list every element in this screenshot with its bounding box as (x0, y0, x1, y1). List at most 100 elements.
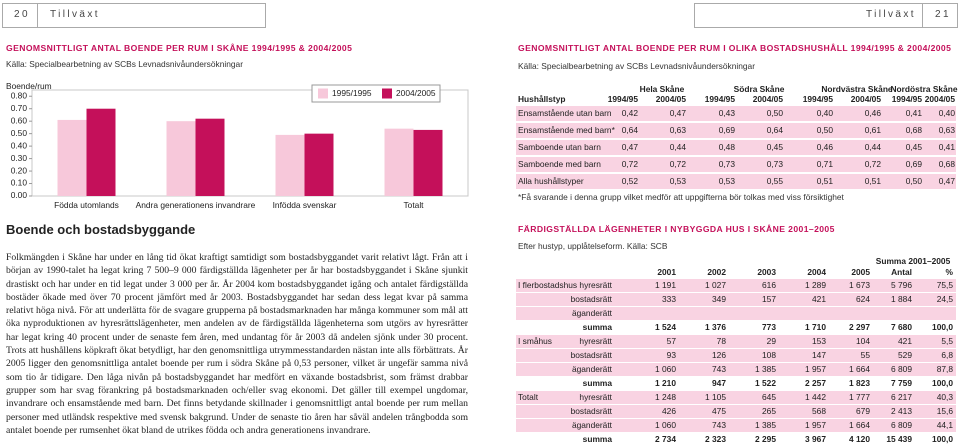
table-cell: 0,41 (905, 108, 922, 118)
table-cell: 0,43 (718, 108, 735, 118)
bar (384, 128, 414, 196)
table-cell: 0,45 (766, 142, 783, 152)
row-group-label: I småhus (518, 336, 552, 346)
table-cell: 0,72 (864, 159, 881, 169)
table-cell: 1 884 (891, 294, 912, 304)
table-row (516, 106, 956, 121)
table-cell: 2 413 (891, 406, 912, 416)
table-cell: 1 664 (849, 420, 870, 430)
row-label: hyresrätt (579, 336, 612, 346)
table-cell: 1 289 (805, 280, 826, 290)
y-tick-label: 0.80 (11, 90, 28, 100)
table-cell: 1 957 (805, 420, 826, 430)
table-cell: 29 (766, 336, 776, 346)
table-cell: 2 257 (805, 378, 826, 388)
table-cell: 0,40 (816, 108, 833, 118)
row-label: summa (582, 378, 612, 388)
table-cell: 947 (712, 378, 726, 388)
row-label: summa (582, 322, 612, 332)
column-group-header: Södra Skåne (733, 84, 785, 94)
y-tick-label: 0.30 (11, 153, 28, 163)
table-cell: 1 710 (805, 322, 826, 332)
y-tick-label: 0.50 (11, 128, 28, 138)
x-tick-label: Födda utomlands (54, 200, 119, 210)
table-cell: 2 295 (755, 434, 776, 444)
table-cell: 1 664 (849, 364, 870, 374)
table-cell: 0,61 (864, 125, 881, 135)
row-header: Hushållstyp (518, 94, 566, 104)
table-cell: 0,50 (766, 108, 783, 118)
table-cell: 1 210 (655, 378, 676, 388)
table-cell: 0,64 (621, 125, 638, 135)
table-cell: 15 439 (886, 434, 912, 444)
chart: Boende/rum 0.00 0.10 0.20 0.30 0.40 0.50 0.60 0… (6, 81, 469, 210)
table-cell: 0,46 (864, 108, 881, 118)
table-cell: 743 (712, 420, 726, 430)
table-cell: 1 376 (705, 322, 726, 332)
y-tick-label: 0.20 (11, 165, 28, 175)
bar (86, 108, 116, 196)
table-cell: 0,47 (938, 176, 955, 186)
table-cell: 44,1 (936, 420, 953, 430)
table-source: Källa: Specialbearbetning av SCBs Levnad… (518, 61, 755, 71)
table-cell: 55 (860, 350, 870, 360)
table-cell: 126 (712, 350, 726, 360)
table-row (516, 140, 956, 155)
bar (304, 133, 334, 196)
table-row (516, 419, 956, 432)
table-cell: 475 (712, 406, 726, 416)
table-row (516, 123, 956, 138)
bar (195, 118, 225, 196)
row-group-label: Totalt (518, 392, 539, 402)
table-cell: 100,0 (932, 434, 953, 444)
table-cell: 645 (762, 392, 776, 402)
table-cell: 0,45 (905, 142, 922, 152)
table-cell: 1 060 (655, 364, 676, 374)
row-label: bostadsrätt (570, 406, 612, 416)
table-cell: 0,50 (816, 125, 833, 135)
table-cell: 1 105 (705, 392, 726, 402)
row-label: bostadsrätt (570, 350, 612, 360)
table-row (516, 363, 956, 376)
table-cell: 568 (812, 406, 826, 416)
column-header: 2004/05 (924, 94, 955, 104)
table-footnote: *Få svarande i denna grupp vilket medför… (518, 192, 844, 202)
column-group-header: Summa 2001–2005 (875, 256, 951, 266)
table-cell: 3 967 (805, 434, 826, 444)
table-cell: 0,52 (621, 176, 638, 186)
table-cell: 0,71 (816, 159, 833, 169)
table-cell: 147 (812, 350, 826, 360)
x-tick-label: Andra generationens invandrare (136, 200, 256, 210)
table-cell: 2 323 (705, 434, 726, 444)
table-cell: 616 (762, 280, 776, 290)
table-cell: 1 957 (805, 364, 826, 374)
column-group-header: Hela Skåne (639, 84, 685, 94)
header-box (2, 3, 266, 28)
column-header: 2004/05 (850, 94, 881, 104)
table-row (516, 279, 956, 292)
legend-label: 1995/1995 (332, 88, 372, 98)
column-header: 2001 (657, 267, 676, 277)
page-number: 21 (935, 9, 951, 20)
column-header: 2004 (807, 267, 826, 277)
article-heading: Boende och bostadsbyggande (6, 222, 196, 237)
table-cell: 6 809 (891, 364, 912, 374)
table-cell: 1 673 (849, 280, 870, 290)
table-cell: 100,0 (932, 322, 953, 332)
article-body: Folkmängden i Skåne har under en lång ti… (6, 252, 468, 436)
y-tick-label: 0.70 (11, 103, 28, 113)
table-cell: 624 (856, 294, 870, 304)
y-tick-label: 0.10 (11, 178, 28, 188)
table-cell: 104 (856, 336, 870, 346)
table-cell: 0,40 (938, 108, 955, 118)
table-cell: 57 (666, 336, 676, 346)
table-cell: 333 (662, 294, 676, 304)
column-header: 2002 (707, 267, 726, 277)
row-label: Samboende utan barn (518, 142, 601, 152)
row-label: äganderätt (571, 420, 612, 430)
table-cell: 78 (716, 336, 726, 346)
table-cell: 0,55 (766, 176, 783, 186)
table-row (516, 405, 956, 418)
column-header: % (945, 267, 953, 277)
page-number: 20 (14, 9, 30, 20)
